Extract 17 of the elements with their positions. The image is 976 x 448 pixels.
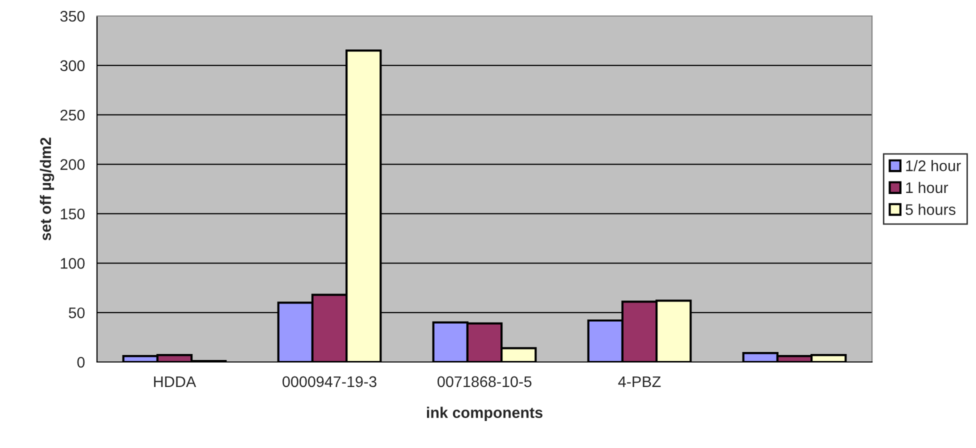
legend-label: 1/2 hour xyxy=(906,160,961,172)
y-tick-label: 150 xyxy=(60,208,85,220)
y-axis-title: set off µg/dm2 xyxy=(40,138,54,240)
y-tick-label: 250 xyxy=(60,110,85,121)
x-tick-label: 0000947-19-3 xyxy=(282,376,376,388)
legend-label: 1 hour xyxy=(906,182,948,194)
y-tick-label: 350 xyxy=(60,10,85,22)
y-tick-label: 300 xyxy=(60,60,85,72)
y-tick-label: 100 xyxy=(60,258,85,269)
legend-label: 5 hours xyxy=(906,204,956,215)
y-tick-label: 50 xyxy=(68,307,85,318)
y-tick-label: 0 xyxy=(77,356,85,368)
x-tick-label: 0071868-10-5 xyxy=(438,376,532,388)
x-tick-label: HDDA xyxy=(154,376,196,387)
x-tick-label: 4-PBZ xyxy=(618,376,661,387)
y-tick-label: 200 xyxy=(60,159,85,170)
x-axis-title: ink components xyxy=(427,406,542,422)
